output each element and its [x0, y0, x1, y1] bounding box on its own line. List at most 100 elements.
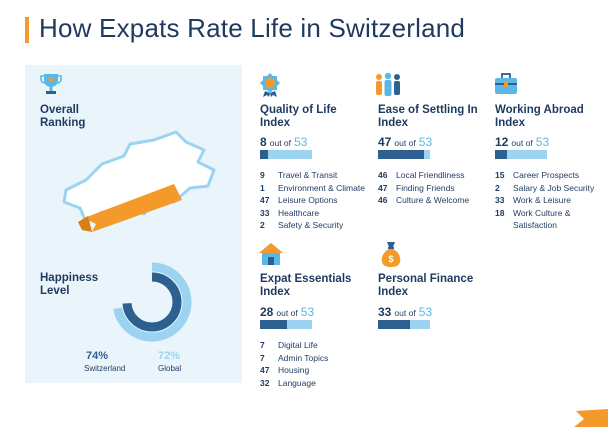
working-rank: 12 out of 53 — [495, 135, 549, 149]
list-item: 7 Admin Topics — [260, 352, 370, 365]
quality-title-line2: Index — [260, 117, 291, 129]
list-item-label-line1: Work Culture & — [513, 207, 571, 218]
list-item: 33 Work & Leisure — [495, 194, 605, 207]
list-item-rank: 2 — [495, 182, 500, 193]
list-item: 2 Salary & Job Security — [495, 182, 605, 195]
list-item-rank: 46 — [378, 170, 388, 180]
list-item: 47 Finding Friends — [378, 182, 488, 195]
list-item: 32 Language — [260, 377, 370, 390]
finance-title-line1: Personal Finance — [378, 273, 474, 285]
page-title: How Expats Rate Life in Switzerland — [39, 13, 466, 43]
settling-list: 46 Local Friendliness 47 Finding Friends 4… — [378, 169, 488, 207]
settling-rank: 47 out of 53 — [378, 135, 432, 149]
list-item: 46 Culture & Welcome — [378, 194, 488, 207]
settling-total: 53 — [418, 135, 433, 149]
list-item-label-line2: Satisfaction — [513, 220, 557, 230]
list-item-rank: 7 — [260, 352, 265, 363]
working-rank-value: 12 — [495, 135, 509, 149]
happiness-donut — [112, 262, 192, 342]
working-rank-bar-fill — [495, 150, 507, 159]
list-item-rank: 9 — [260, 170, 265, 180]
list-item-rank: 47 — [260, 365, 270, 375]
list-item-rank: 33 — [260, 207, 270, 218]
finance-rank: 33 out of 53 — [378, 305, 432, 319]
quality-title-line1: Quality of Life — [260, 104, 337, 116]
happiness-title-line1: Happiness — [40, 272, 99, 284]
list-item: 1 Environment & Climate — [260, 182, 380, 195]
list-item-label: Safety & Security — [278, 220, 344, 230]
list-item-label: Healthcare — [278, 207, 320, 218]
list-item-rank: 32 — [260, 377, 270, 388]
list-item: 2 Safety & Security — [260, 219, 380, 232]
list-item-rank: 33 — [495, 195, 505, 205]
quality-out-of: out of — [269, 138, 292, 148]
list-item-rank: 47 — [260, 195, 270, 205]
list-item: 33 Healthcare — [260, 207, 380, 220]
essentials-title-line2: Index — [260, 286, 291, 298]
happiness-title: Happiness Level — [40, 272, 98, 298]
list-item-label: Environment & Climate — [278, 182, 365, 193]
finance-out-of: out of — [394, 308, 416, 318]
list-item-rank: 47 — [378, 182, 388, 193]
money-bag-icon: $ — [381, 242, 401, 267]
settling-rank-value: 47 — [378, 135, 392, 149]
essentials-list: 7 Digital Life 7 Admin Topics 47 Housing 32… — [260, 339, 370, 389]
finance-rank-bar-fill — [378, 320, 411, 329]
quality-rank: 8 out of 53 — [260, 135, 307, 149]
finance-rank-bar — [378, 320, 430, 329]
essentials-rank-bar — [260, 320, 312, 329]
essentials-rank-value: 28 — [260, 305, 274, 319]
quality-title: Quality of Life Index — [260, 104, 337, 130]
list-item-label: Finding Friends — [396, 182, 455, 193]
badge-icon — [260, 73, 280, 97]
corner-decoration — [574, 409, 608, 427]
global-label: Global — [158, 364, 182, 373]
switzerland-ring — [122, 272, 182, 332]
quality-rank-value: 8 — [260, 135, 267, 149]
settling-rank-bar — [378, 150, 430, 159]
people-icon — [376, 72, 400, 96]
title-accent-bar — [25, 17, 29, 43]
list-item-label: Travel & Transit — [278, 170, 338, 180]
list-item-label: Admin Topics — [278, 352, 329, 363]
list-item-label: Work Culture & Satisfaction — [513, 207, 605, 232]
list-item: 47 Housing — [260, 364, 370, 377]
settling-rank-bar-fill — [378, 150, 425, 159]
list-item-rank: 46 — [378, 195, 388, 205]
svg-text:$: $ — [388, 254, 393, 264]
list-item-label: Digital Life — [278, 340, 318, 350]
list-item-rank: 18 — [495, 207, 505, 218]
list-item: 7 Digital Life — [260, 339, 370, 352]
working-title: Working Abroad Index — [495, 104, 584, 130]
overall-title-line1: Overall — [40, 104, 79, 116]
list-item-rank: 1 — [260, 182, 265, 193]
global-ring — [112, 262, 192, 342]
list-item-label: Local Friendliness — [396, 170, 465, 180]
list-item-rank: 7 — [260, 340, 265, 350]
list-item-label: Career Prospects — [513, 170, 580, 180]
essentials-out-of: out of — [276, 308, 298, 318]
working-title-line2: Index — [495, 117, 526, 129]
global-pct: 72% — [158, 350, 181, 362]
list-item: 18 Work Culture & Satisfaction — [495, 207, 605, 232]
finance-total: 53 — [418, 305, 433, 319]
working-total: 53 — [535, 135, 550, 149]
quality-rank-bar-fill — [260, 150, 268, 159]
settling-title-line1: Ease of Settling In — [378, 104, 478, 116]
list-item: 46 Local Friendliness — [378, 169, 488, 182]
list-item-label: Leisure Options — [278, 195, 338, 205]
switzerland-pct: 74% — [86, 350, 109, 362]
essentials-total: 53 — [300, 305, 315, 319]
list-item-label: Culture & Welcome — [396, 195, 470, 205]
house-icon — [259, 243, 283, 265]
list-item-rank: 15 — [495, 170, 505, 180]
quality-rank-bar — [260, 150, 312, 159]
essentials-title-line1: Expat Essentials — [260, 273, 352, 285]
rank-ribbon — [78, 184, 182, 232]
quality-total: 53 — [294, 135, 308, 149]
list-item-label: Housing — [278, 365, 310, 375]
settling-out-of: out of — [394, 138, 416, 148]
settling-title-line2: Index — [378, 117, 409, 129]
list-item: 15 Career Prospects — [495, 169, 605, 182]
quality-list: 9 Travel & Transit 1 Environment & Climate… — [260, 169, 380, 232]
